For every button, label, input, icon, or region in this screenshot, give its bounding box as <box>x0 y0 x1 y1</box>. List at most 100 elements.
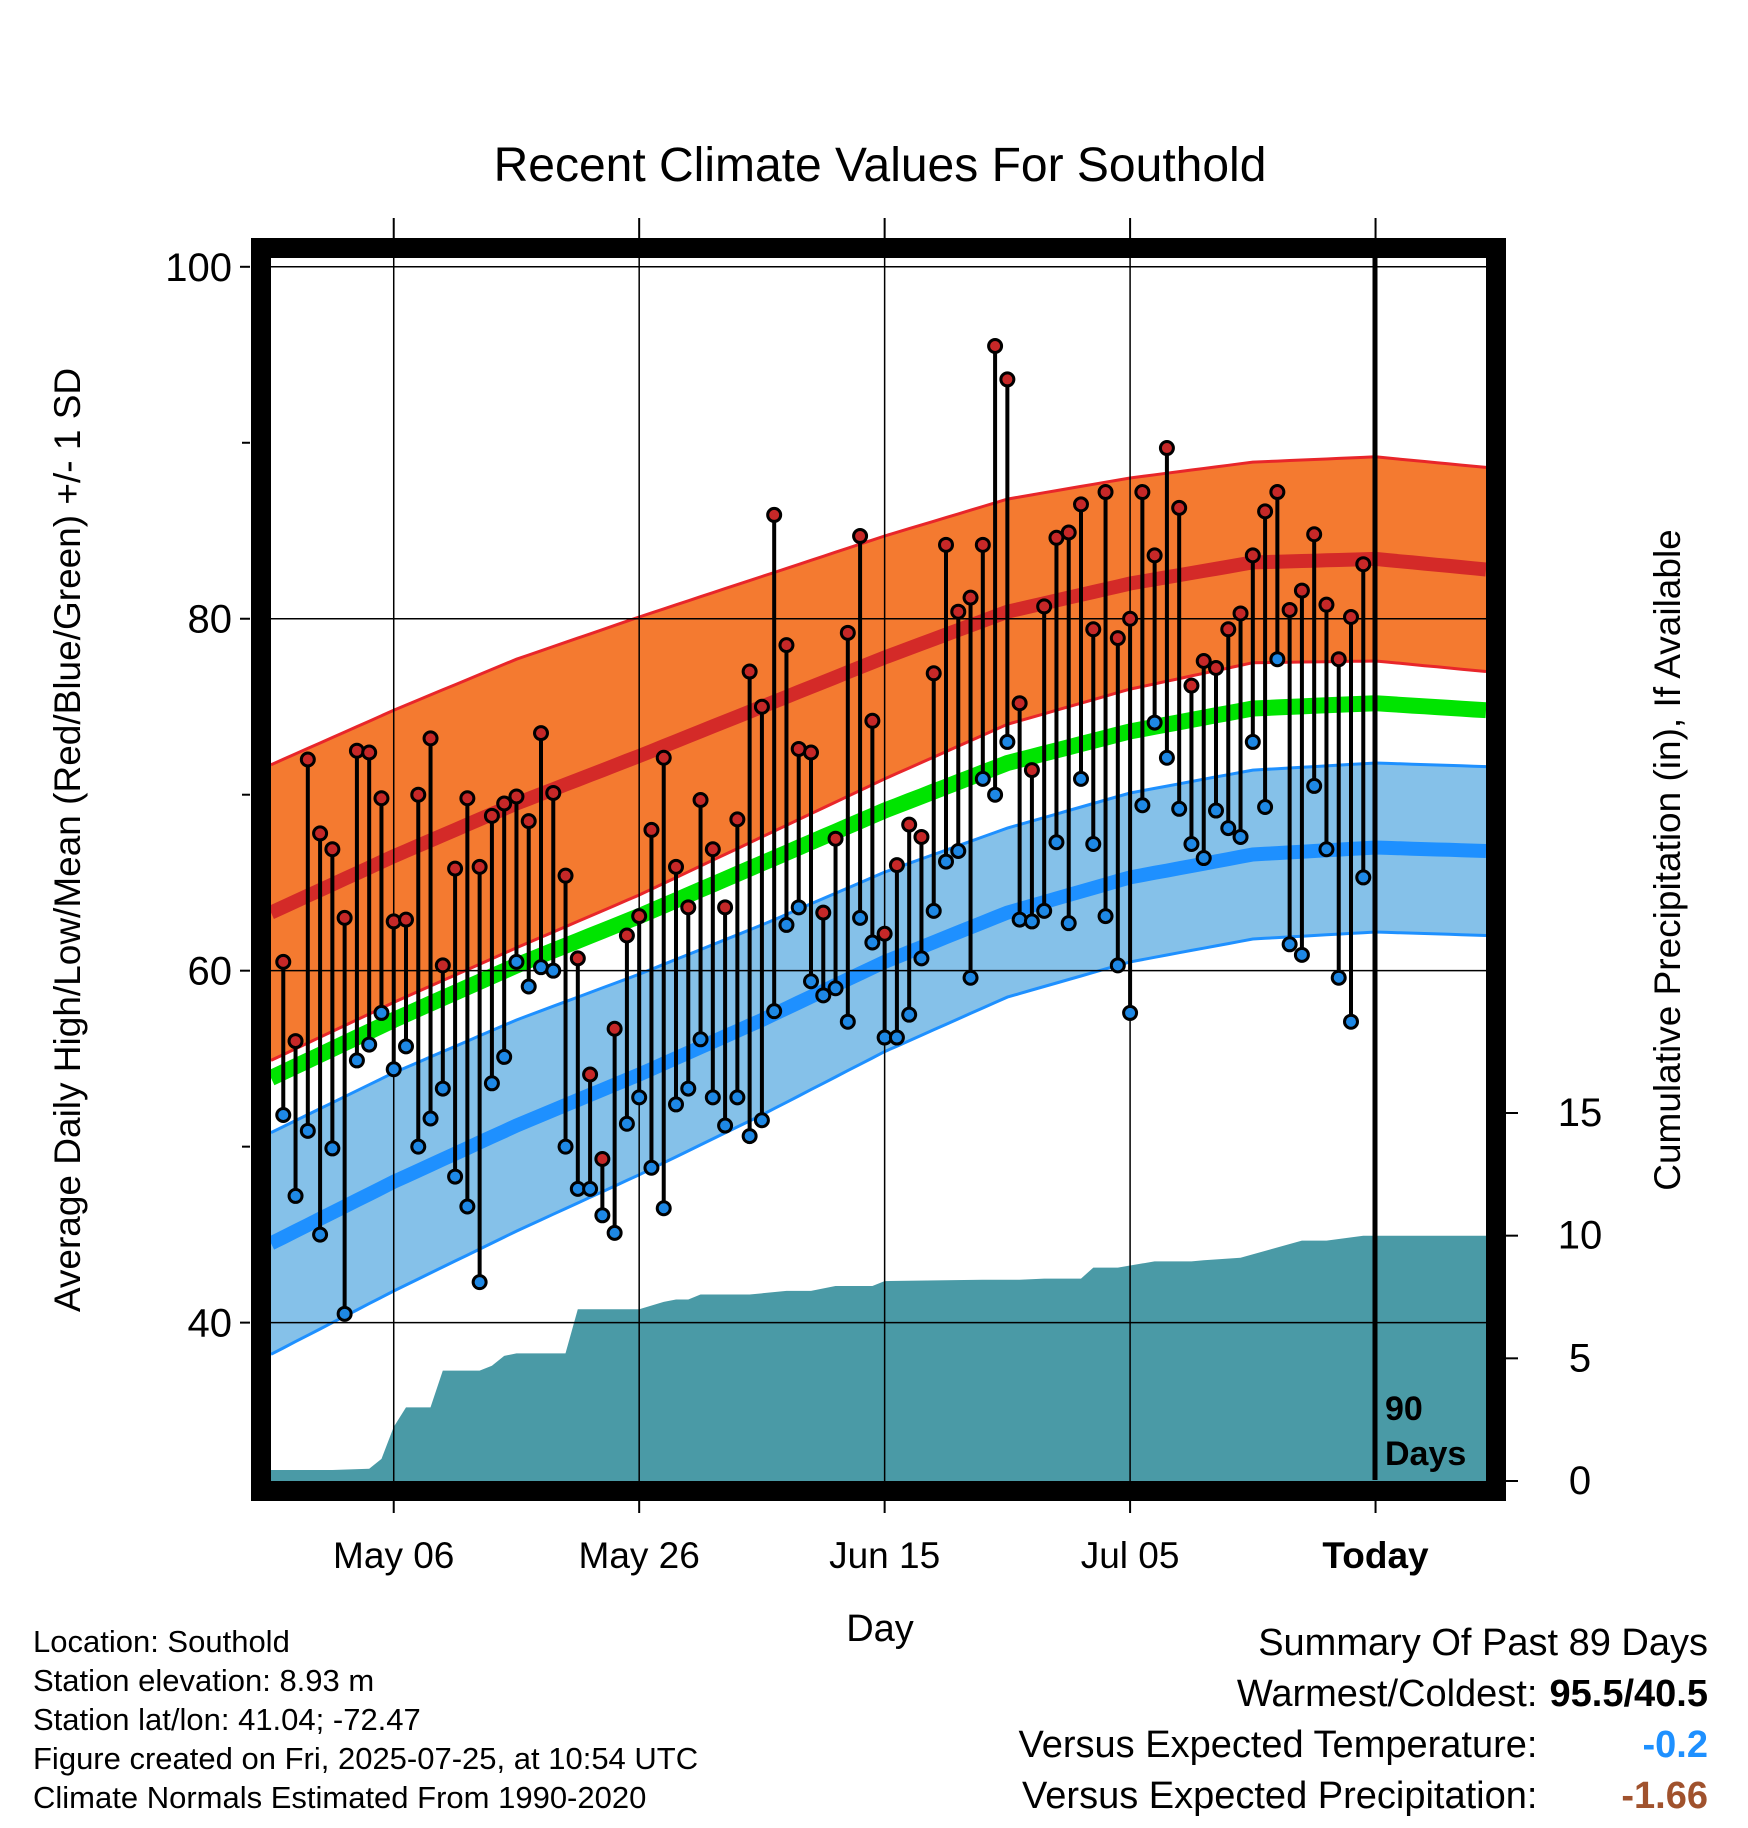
daily-high-point <box>913 828 930 845</box>
daily-high-point <box>815 904 832 921</box>
daily-low-point <box>631 1089 648 1106</box>
daily-low-point <box>1257 799 1274 816</box>
daily-high-point <box>1355 556 1372 573</box>
normal-high-upper-edge <box>270 455 1487 767</box>
daily-low-point <box>1195 850 1212 867</box>
daily-high-point <box>1195 652 1212 669</box>
warm-cold-row: Warmest/Coldest: 95.5/40.5 <box>1019 1669 1708 1720</box>
daily-high-point <box>508 788 525 805</box>
daily-low-point <box>1269 651 1286 668</box>
x-tick-label: Jul 05 <box>1081 1535 1180 1576</box>
daily-low-point <box>925 902 942 919</box>
normal-high-band <box>271 456 1486 1061</box>
daily-temperature-bars <box>275 337 1372 1322</box>
daily-high-point <box>938 536 954 553</box>
daily-low-point <box>1060 915 1077 932</box>
daily-high-point <box>336 909 353 926</box>
daily-low-point <box>434 1080 451 1097</box>
daily-high-point <box>1073 496 1089 513</box>
daily-low-point <box>680 1080 697 1097</box>
daily-low-point <box>1293 946 1310 963</box>
daily-high-point <box>631 908 648 925</box>
daily-high-point <box>692 791 709 808</box>
daily-high-point <box>717 899 734 916</box>
daily-low-point <box>1244 733 1261 750</box>
daily-low-point <box>312 1226 329 1243</box>
daily-low-point <box>790 899 807 916</box>
daily-low-point <box>508 953 525 970</box>
created-text: Figure created on Fri, 2025-07-25, at 10… <box>33 1741 699 1776</box>
daily-high-point <box>643 821 660 838</box>
x-axis-label: Day <box>846 1608 914 1650</box>
daily-high-point <box>1269 484 1286 501</box>
daily-low-point <box>1134 797 1151 814</box>
daily-high-point <box>827 830 844 847</box>
daily-high-point <box>839 624 856 641</box>
daily-high-point <box>1097 484 1114 501</box>
x-tick-label: Jun 15 <box>829 1535 940 1576</box>
plot-frame <box>251 238 1506 1501</box>
daily-low-point <box>999 733 1016 750</box>
daily-high-point <box>287 1033 304 1050</box>
daily-low-point <box>582 1180 599 1197</box>
daily-high-point <box>1293 582 1310 599</box>
daily-low-point <box>987 786 1004 803</box>
daily-low-point <box>361 1036 378 1053</box>
y-tick-label: 80 <box>188 598 233 642</box>
daily-high-point <box>398 911 414 928</box>
daily-high-point <box>1183 677 1200 694</box>
daily-high-point <box>594 1150 611 1167</box>
daily-low-point <box>447 1168 464 1185</box>
daily-high-point <box>1208 660 1224 677</box>
daily-high-point <box>901 816 918 833</box>
daily-high-point <box>999 371 1016 388</box>
daily-low-point <box>410 1138 427 1155</box>
daily-low-point <box>1330 969 1347 986</box>
daily-low-point <box>839 1013 856 1030</box>
daily-high-point <box>1060 524 1077 541</box>
chart-title: Recent Climate Values For Southold <box>494 139 1267 192</box>
daily-high-point <box>1122 610 1139 627</box>
daily-low-point <box>1158 749 1175 766</box>
daily-high-point <box>1281 601 1298 618</box>
location-text: Location: Southold <box>33 1624 290 1659</box>
daily-low-point <box>766 1003 783 1020</box>
daily-high-point <box>668 858 684 875</box>
precip-value: -1.66 <box>1621 1775 1708 1817</box>
daily-low-point <box>938 853 954 870</box>
normal-low-upper-edge <box>270 761 1487 1134</box>
daily-high-point <box>1171 499 1188 516</box>
daily-high-point <box>803 744 819 761</box>
daily-low-point <box>704 1089 721 1106</box>
daily-low-point <box>1171 800 1188 817</box>
daily-high-point <box>447 860 464 877</box>
daily-high-point <box>606 1020 623 1037</box>
daily-low-point <box>1281 936 1298 953</box>
daily-high-point <box>1011 695 1028 712</box>
axis-ticks: 40 60 80 100 0 5 10 15 May 06 May 26 Jun 15 Jul 05 T… <box>165 218 1602 1576</box>
daily-high-point <box>422 730 439 747</box>
daily-high-point <box>1220 621 1237 638</box>
warm-cold-value: 95.5/40.5 <box>1549 1673 1708 1715</box>
daily-low-point <box>1183 835 1200 852</box>
daily-low-point <box>655 1200 672 1217</box>
daily-high-point <box>753 698 770 715</box>
y-tick-label: 100 <box>165 246 232 290</box>
daily-high-point <box>1085 621 1102 638</box>
daily-high-point <box>1134 484 1151 501</box>
daily-low-point <box>815 987 832 1004</box>
daily-low-point <box>1232 828 1249 845</box>
y-tick-label: 40 <box>188 1302 233 1346</box>
daily-high-point <box>741 663 758 680</box>
normal-high-mean-line <box>268 551 1487 919</box>
daily-high-point <box>275 953 292 970</box>
daily-high-point <box>655 749 672 766</box>
daily-high-point <box>1023 762 1040 779</box>
daily-high-point <box>1306 526 1323 543</box>
daily-low-point <box>275 1106 292 1123</box>
precip-tick-label: 15 <box>1558 1091 1603 1135</box>
normal-bands <box>267 455 1487 1356</box>
grid-lines <box>271 258 1486 1481</box>
daily-low-point <box>545 962 562 979</box>
precip-label: Versus Expected Precipitation: <box>1022 1775 1538 1817</box>
